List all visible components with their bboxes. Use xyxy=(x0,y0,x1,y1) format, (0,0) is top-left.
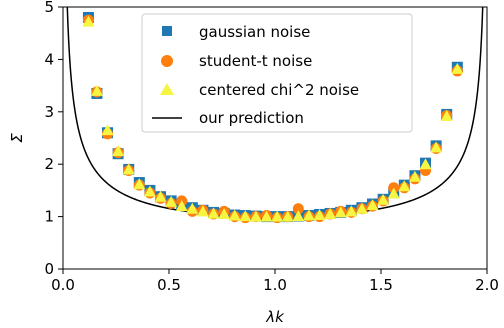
data-point-centered-chi-2-noise xyxy=(90,84,103,96)
x-tick-label: 2.0 xyxy=(475,276,499,294)
data-point-centered-chi-2-noise xyxy=(143,185,156,197)
data-point-centered-chi-2-noise xyxy=(186,202,199,214)
data-point-centered-chi-2-noise xyxy=(345,205,358,217)
y-axis-ticks: 0 1 2 3 4 5 xyxy=(44,0,63,278)
data-point-centered-chi-2-noise xyxy=(355,202,368,214)
y-tick-label: 5 xyxy=(44,0,54,16)
series-centered-chi2-noise xyxy=(82,15,464,222)
legend-box xyxy=(141,13,413,133)
data-point-centered-chi-2-noise xyxy=(313,209,326,221)
x-axis-label: λk xyxy=(265,308,285,326)
data-point-centered-chi-2-noise xyxy=(377,193,390,205)
data-point-centered-chi-2-noise xyxy=(419,158,432,170)
x-tick-label: 1.5 xyxy=(369,276,393,294)
data-point-centered-chi-2-noise xyxy=(249,210,262,222)
data-point-centered-chi-2-noise xyxy=(430,141,443,153)
data-point-student-t-noise xyxy=(292,203,304,215)
data-point-centered-chi-2-noise xyxy=(101,124,114,136)
legend-marker-centered-chi2-noise xyxy=(160,83,174,95)
data-point-centered-chi-2-noise xyxy=(239,210,252,222)
legend-label-our-prediction: our prediction xyxy=(199,109,304,127)
data-point-centered-chi-2-noise xyxy=(302,209,315,221)
data-point-centered-chi-2-noise xyxy=(196,205,209,217)
data-point-centered-chi-2-noise xyxy=(366,199,379,211)
legend: gaussian noise student-t noise centered … xyxy=(141,13,413,133)
legend-label-centered-chi2-noise: centered chi^2 noise xyxy=(199,81,359,99)
data-point-centered-chi-2-noise xyxy=(398,180,411,192)
data-point-centered-chi-2-noise xyxy=(228,209,241,221)
y-axis-label: Σ xyxy=(8,133,26,143)
data-point-centered-chi-2-noise xyxy=(324,207,337,219)
data-point-centered-chi-2-noise xyxy=(451,62,464,74)
y-tick-label: 0 xyxy=(44,260,54,278)
data-point-centered-chi-2-noise xyxy=(408,170,421,182)
x-axis-ticks: 0.0 0.5 1.0 1.5 2.0 xyxy=(51,269,499,294)
data-point-centered-chi-2-noise xyxy=(440,109,453,121)
data-point-centered-chi-2-noise xyxy=(122,163,135,175)
data-point-centered-chi-2-noise xyxy=(334,206,347,218)
x-tick-label: 0.5 xyxy=(157,276,181,294)
legend-marker-student-t-noise xyxy=(161,55,173,67)
data-point-centered-chi-2-noise xyxy=(260,210,273,222)
legend-marker-gaussian-noise xyxy=(162,26,172,36)
y-tick-label: 1 xyxy=(44,208,54,226)
data-point-centered-chi-2-noise xyxy=(154,190,167,202)
legend-label-gaussian-noise: gaussian noise xyxy=(199,23,310,41)
y-tick-label: 4 xyxy=(44,50,54,68)
data-point-centered-chi-2-noise xyxy=(218,207,231,219)
data-point-centered-chi-2-noise xyxy=(207,207,220,219)
x-tick-label: 1.0 xyxy=(263,276,287,294)
data-point-centered-chi-2-noise xyxy=(387,187,400,199)
y-tick-label: 2 xyxy=(44,155,54,173)
data-point-centered-chi-2-noise xyxy=(292,210,305,222)
legend-label-student-t-noise: student-t noise xyxy=(199,52,312,70)
data-point-centered-chi-2-noise xyxy=(175,200,188,212)
data-point-centered-chi-2-noise xyxy=(281,210,294,222)
data-point-centered-chi-2-noise xyxy=(165,195,178,207)
data-point-centered-chi-2-noise xyxy=(271,210,284,222)
data-point-centered-chi-2-noise xyxy=(112,145,125,157)
data-point-centered-chi-2-noise xyxy=(82,15,95,27)
x-tick-label: 0.0 xyxy=(51,276,75,294)
data-point-centered-chi-2-noise xyxy=(133,178,146,190)
y-tick-label: 3 xyxy=(44,103,54,121)
